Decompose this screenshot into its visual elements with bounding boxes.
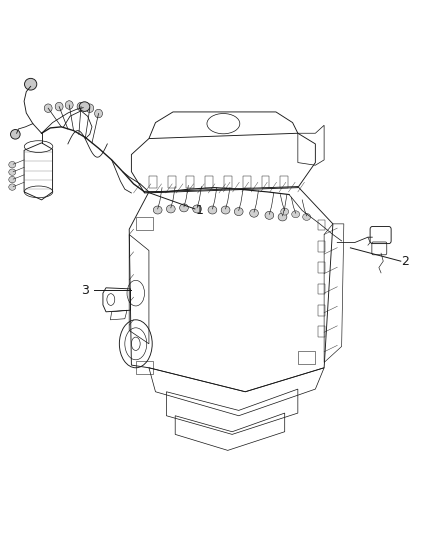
- Ellipse shape: [65, 101, 73, 109]
- Bar: [136, 217, 153, 230]
- Bar: [318, 262, 325, 273]
- Bar: [136, 361, 153, 374]
- Ellipse shape: [153, 206, 162, 214]
- Bar: [205, 176, 213, 188]
- Ellipse shape: [9, 169, 16, 175]
- Bar: [318, 305, 325, 316]
- Ellipse shape: [77, 102, 85, 111]
- Ellipse shape: [55, 102, 63, 111]
- Bar: [243, 176, 251, 188]
- Bar: [280, 176, 288, 188]
- Ellipse shape: [86, 104, 94, 112]
- Ellipse shape: [44, 104, 52, 112]
- Text: 1: 1: [195, 204, 203, 217]
- Ellipse shape: [250, 209, 258, 217]
- Bar: [168, 176, 176, 188]
- Ellipse shape: [9, 161, 16, 168]
- Ellipse shape: [95, 109, 102, 118]
- Text: 3: 3: [81, 284, 89, 297]
- Ellipse shape: [208, 206, 217, 214]
- Bar: [298, 351, 315, 364]
- Ellipse shape: [180, 204, 188, 212]
- Ellipse shape: [278, 213, 287, 221]
- Ellipse shape: [193, 205, 201, 213]
- Ellipse shape: [9, 176, 16, 183]
- Ellipse shape: [9, 184, 16, 190]
- Bar: [187, 176, 194, 188]
- Ellipse shape: [221, 206, 230, 214]
- Bar: [318, 220, 325, 230]
- Ellipse shape: [166, 205, 175, 213]
- Ellipse shape: [303, 214, 311, 221]
- Bar: [318, 326, 325, 337]
- Bar: [318, 241, 325, 252]
- Bar: [261, 176, 269, 188]
- Bar: [149, 176, 157, 188]
- Ellipse shape: [281, 208, 289, 215]
- Ellipse shape: [79, 102, 90, 111]
- Text: 2: 2: [401, 255, 409, 268]
- Ellipse shape: [25, 78, 37, 90]
- Ellipse shape: [11, 130, 20, 139]
- Ellipse shape: [234, 207, 243, 216]
- Bar: [224, 176, 232, 188]
- Bar: [318, 284, 325, 294]
- Ellipse shape: [265, 211, 274, 220]
- Ellipse shape: [292, 211, 300, 217]
